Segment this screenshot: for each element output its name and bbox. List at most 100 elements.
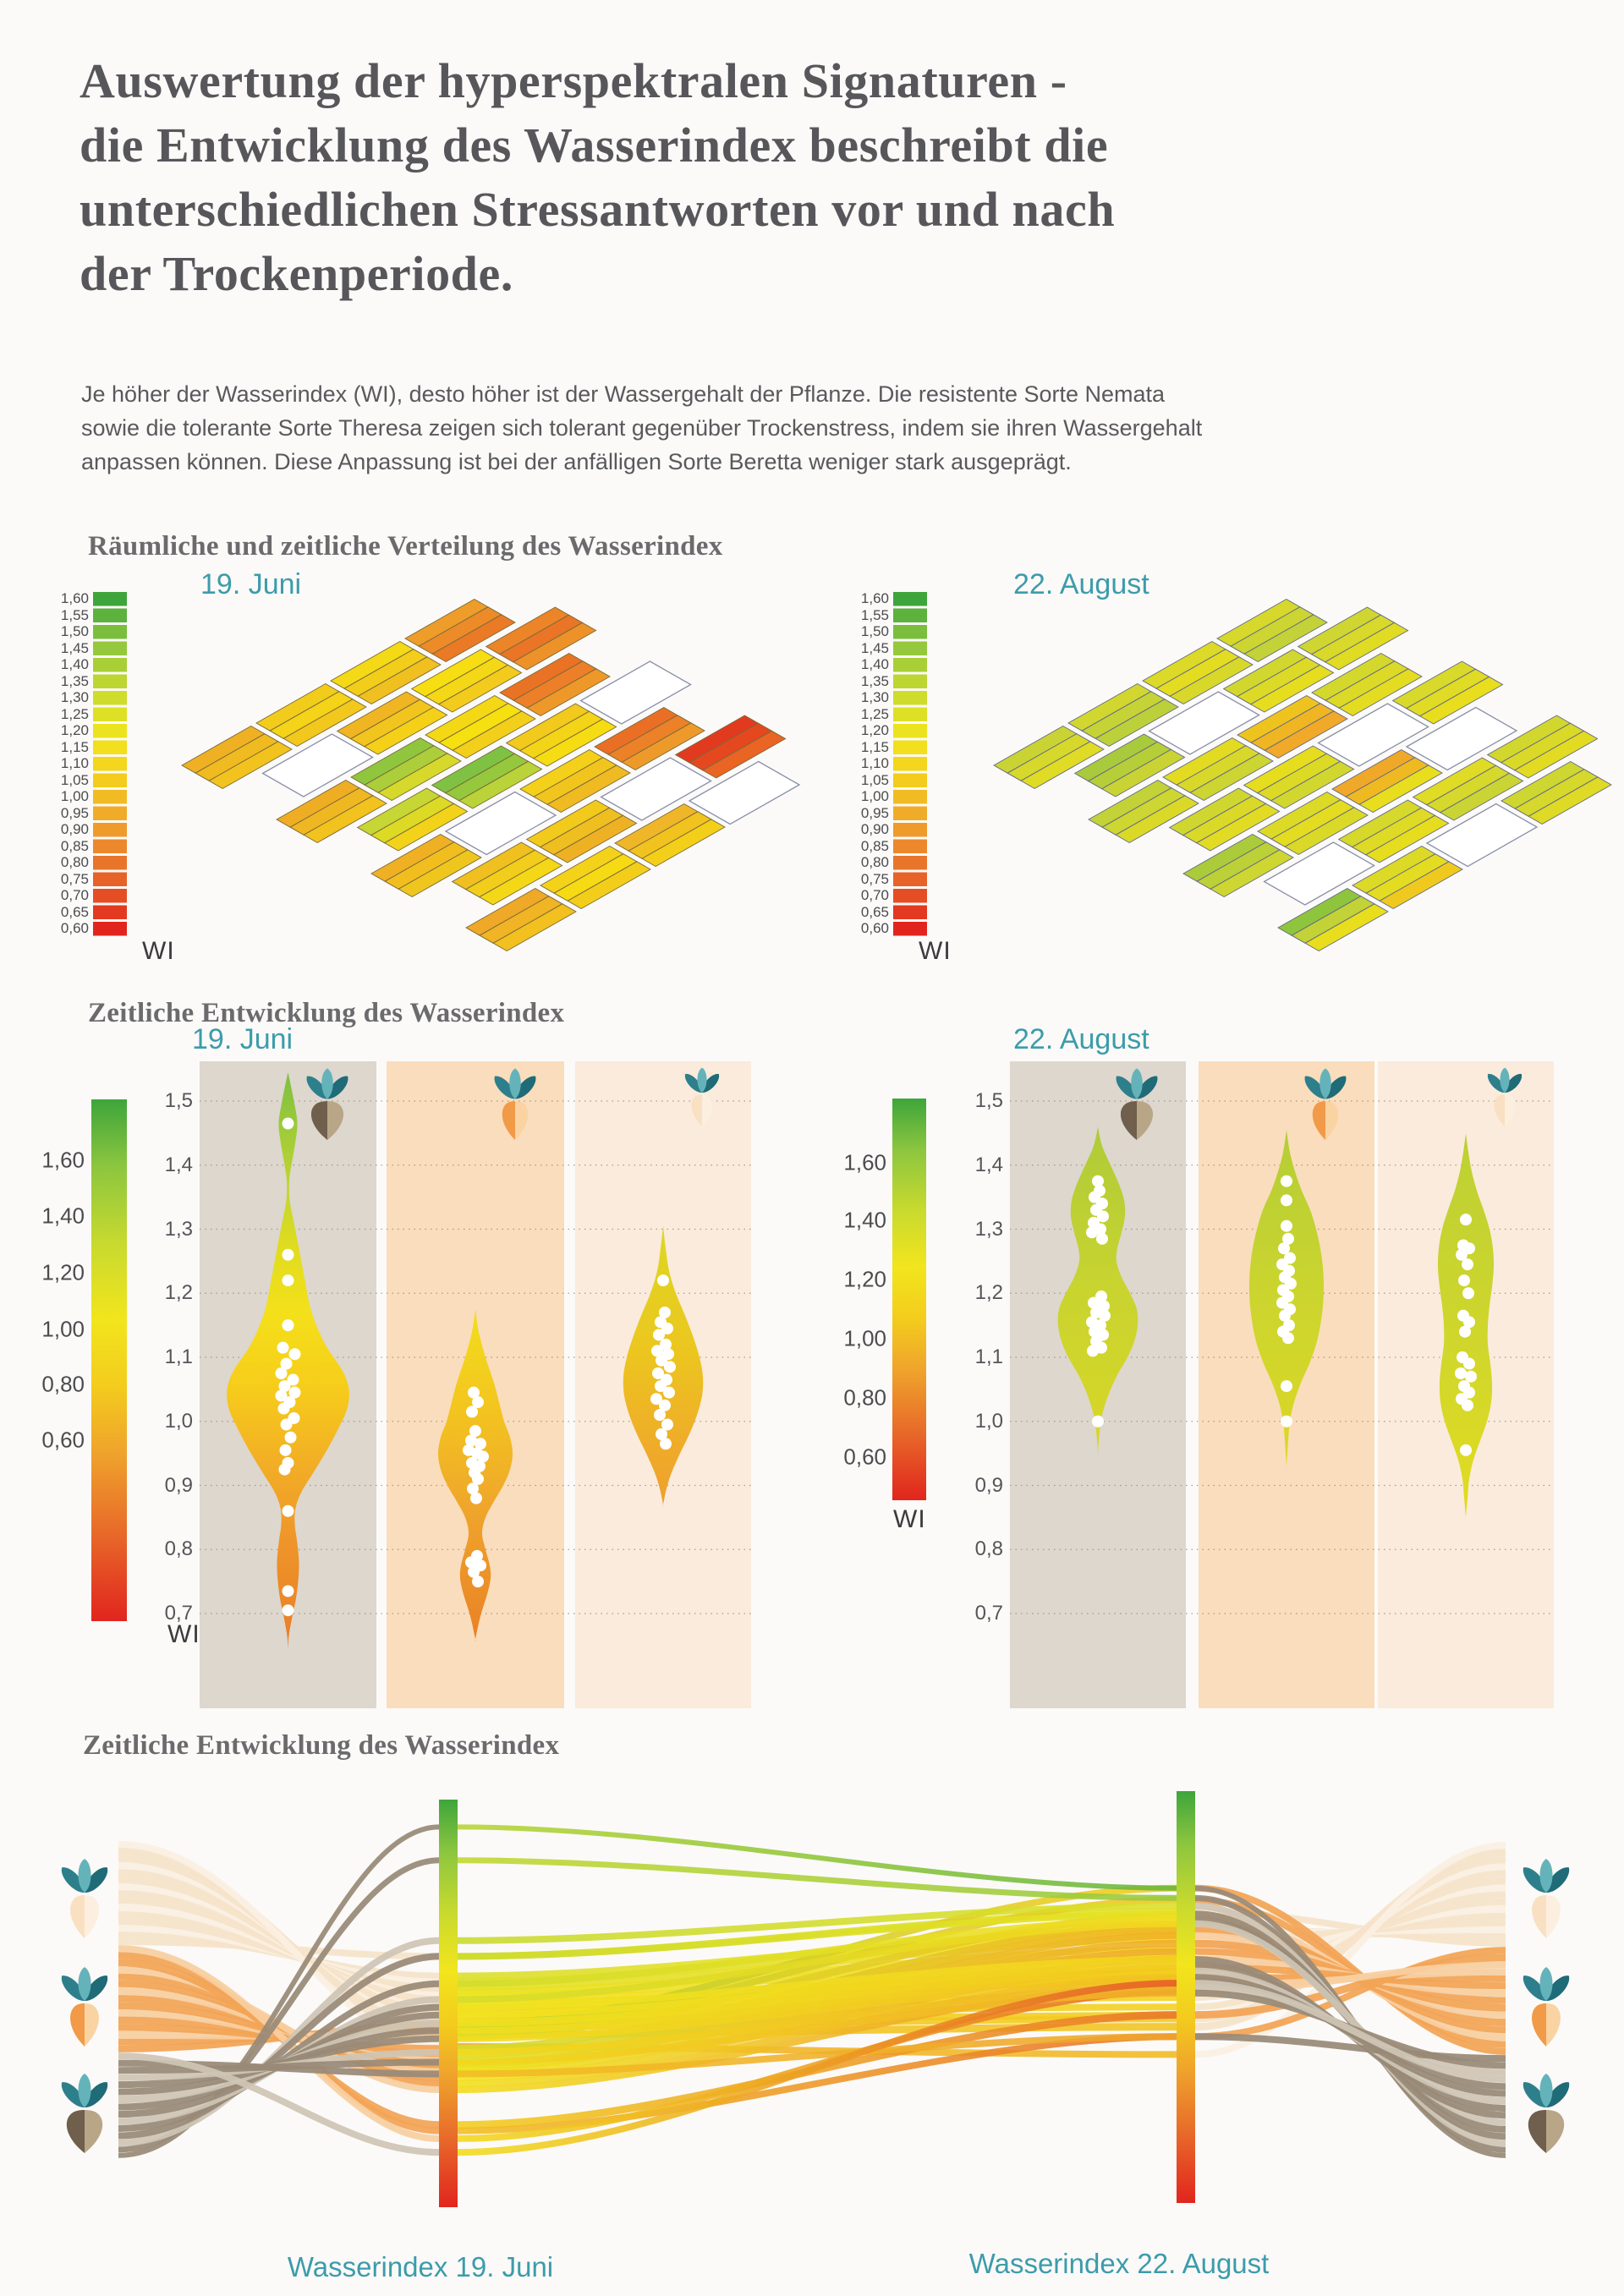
- wi-gradient-label: 0,80: [41, 1371, 85, 1397]
- wi-legend-swatch: [93, 641, 127, 655]
- vegetable-icon: [1522, 1967, 1570, 2047]
- wi-legend-swatch: [93, 724, 127, 738]
- violin-data-point: [651, 1345, 663, 1357]
- wi-gradient-label: 0,60: [41, 1427, 85, 1453]
- violin-axis-tick: 1,0: [164, 1409, 193, 1433]
- fields-left-wi-label: WI: [142, 937, 175, 965]
- violin-axis-tick: 1,5: [164, 1089, 193, 1112]
- wi-legend-value: 0,65: [860, 903, 889, 920]
- sankey-flow-wi: [457, 1974, 1177, 2035]
- wi-legend-value: 0,70: [860, 887, 889, 903]
- wi-legend-swatch: [93, 674, 127, 688]
- intro-line: sowie die tolerante Sorte Theresa zeigen…: [81, 415, 1203, 441]
- field-plot-strip: [1100, 748, 1186, 797]
- violin-data-point: [661, 1418, 673, 1431]
- sankey-section-heading: Zeitliche Entwicklung des Wasserindex: [83, 1730, 560, 1761]
- field-plot-strip: [1528, 776, 1612, 825]
- wi-legend-swatch: [893, 922, 927, 936]
- violin-group: [892, 1061, 1554, 1708]
- wi-legend-swatch: [93, 707, 127, 721]
- violin-data-point: [1282, 1232, 1294, 1245]
- wi-legend-swatch: [893, 889, 927, 903]
- wi-legend-value: 1,40: [860, 656, 889, 672]
- violin-data-point: [477, 1450, 489, 1463]
- sankey-flow-nemata: [118, 2052, 440, 2156]
- wi-legend-swatch: [893, 691, 927, 705]
- field-plot-strip: [1249, 664, 1335, 713]
- field-plot-strip: [208, 741, 293, 790]
- field-plot-strip: [532, 718, 617, 767]
- field-plot-strip: [478, 857, 563, 906]
- wi-legend-swatch: [893, 592, 927, 606]
- violins-right-wi-label: WI: [893, 1505, 926, 1533]
- violin-data-point: [282, 1604, 294, 1617]
- violin-data-point: [1465, 1370, 1477, 1383]
- sankey-flow-wi: [457, 1824, 1177, 1891]
- violin-data-point: [656, 1427, 667, 1440]
- wi-legend-value: 1,55: [60, 606, 89, 623]
- vegetable-icon: [61, 2074, 108, 2153]
- field-heatmap: [993, 598, 1612, 952]
- violin-data-point: [1281, 1194, 1292, 1207]
- field-plot-strip: [1264, 710, 1348, 759]
- violin-data-point: [1460, 1214, 1472, 1226]
- violin-data-point: [469, 1425, 481, 1438]
- field-plot-strip: [1513, 730, 1599, 779]
- sankey-flow-wi: [457, 1980, 1177, 2156]
- field-plot-strip: [1284, 807, 1369, 856]
- wi-gradient-label: 0,80: [843, 1384, 886, 1411]
- field-plot-strip: [303, 795, 387, 844]
- wi-legend-swatch: [93, 823, 127, 837]
- wi-legend-swatch: [893, 773, 927, 787]
- violin-data-point: [1092, 1175, 1104, 1187]
- sankey-diagram: [61, 1791, 1570, 2207]
- wi-legend-value: 0,95: [860, 804, 889, 821]
- field-plot-strip: [1324, 622, 1409, 671]
- violin-data-point: [277, 1341, 289, 1354]
- sankey-august-bar: [1177, 1791, 1195, 2203]
- wi-gradient-label: 1,00: [41, 1316, 85, 1342]
- violin-group: [91, 1061, 751, 1708]
- title-line: Auswertung der hyperspektralen Signature…: [80, 53, 1067, 108]
- wi-legend-swatch: [893, 625, 927, 639]
- wi-legend-value: 0,75: [60, 870, 89, 887]
- field-plot-strip: [1358, 764, 1443, 814]
- violin-data-point: [467, 1482, 479, 1495]
- violin-axis-tick: 1,4: [164, 1153, 193, 1176]
- wi-legend-value: 1,20: [860, 722, 889, 738]
- field-plot-empty: [579, 660, 692, 725]
- field-plot-strip: [526, 668, 611, 717]
- violin-axis-tick: 1,1: [974, 1345, 1003, 1368]
- wi-gradient-label: 0,60: [843, 1444, 886, 1470]
- violin-axis-tick: 0,7: [974, 1602, 1003, 1625]
- wi-legend-value: 1,20: [60, 722, 89, 738]
- violin-data-point: [659, 1306, 671, 1318]
- sankey-flow-wi: [457, 1962, 1177, 2019]
- sankey-flow-nemata: [118, 1953, 440, 2140]
- wi-legend-value: 0,65: [60, 903, 89, 920]
- field-plot-strip: [1304, 903, 1389, 952]
- wi-gradient-label: 1,40: [843, 1207, 886, 1233]
- wi-gradient-label: 1,60: [843, 1149, 886, 1175]
- field-plot-strip: [1169, 656, 1254, 705]
- wi-legend-swatch: [93, 872, 127, 886]
- wi-legend-value: 0,85: [60, 837, 89, 854]
- fields-august-label: 22. August: [1013, 568, 1149, 600]
- fields-section-heading: Räumliche und zeitliche Verteilung des W…: [88, 531, 723, 562]
- title-line: unterschiedlichen Stressantworten vor un…: [80, 182, 1116, 237]
- wi-legend-value: 1,45: [860, 639, 889, 656]
- title-line: der Trockenperiode.: [80, 246, 513, 301]
- wi-legend-value: 1,60: [860, 590, 889, 606]
- violin-data-point: [472, 1396, 484, 1409]
- violin-data-point: [468, 1386, 480, 1399]
- field-plot-empty: [261, 733, 374, 797]
- violin-data-point: [282, 1274, 294, 1287]
- wi-legend-swatch: [893, 641, 927, 655]
- wi-legend-swatch: [93, 905, 127, 919]
- sankey-flow-wi: [457, 1989, 1177, 2066]
- violin-data-point: [287, 1373, 299, 1386]
- wi-legend-swatch: [93, 856, 127, 870]
- vegetable-icon: [684, 1067, 720, 1127]
- violin-data-point: [288, 1348, 301, 1361]
- violin-data-point: [1282, 1332, 1294, 1345]
